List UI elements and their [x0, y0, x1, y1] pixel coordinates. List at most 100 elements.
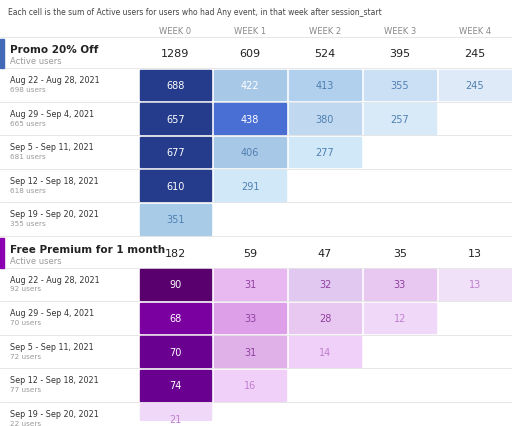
Text: Active users: Active users: [10, 57, 61, 66]
Text: 609: 609: [240, 49, 261, 59]
Text: 698 users: 698 users: [10, 87, 46, 93]
Text: 681 users: 681 users: [10, 154, 46, 160]
Text: 33: 33: [394, 280, 406, 290]
Bar: [215, 370, 286, 400]
Text: 22 users: 22 users: [10, 420, 41, 426]
Bar: [215, 303, 286, 334]
Text: Free Premium for 1 month: Free Premium for 1 month: [10, 245, 165, 254]
Text: 438: 438: [241, 114, 260, 124]
Text: Each cell is the sum of Active users for users who had Any event, in that week a: Each cell is the sum of Active users for…: [8, 8, 382, 17]
Text: Aug 22 - Aug 28, 2021: Aug 22 - Aug 28, 2021: [10, 275, 100, 284]
Bar: [289, 303, 361, 334]
Text: Aug 22 - Aug 28, 2021: Aug 22 - Aug 28, 2021: [10, 76, 100, 85]
Text: 68: 68: [169, 313, 182, 323]
Text: 90: 90: [169, 280, 182, 290]
Text: 33: 33: [244, 313, 257, 323]
Bar: [0, 40, 4, 69]
Bar: [0, 239, 4, 268]
Bar: [215, 70, 286, 101]
Text: WEEK 1: WEEK 1: [234, 26, 266, 36]
Bar: [289, 70, 361, 101]
Bar: [289, 270, 361, 300]
Text: Aug 29 - Sep 4, 2021: Aug 29 - Sep 4, 2021: [10, 109, 94, 118]
Text: Sep 19 - Sep 20, 2021: Sep 19 - Sep 20, 2021: [10, 210, 99, 219]
Text: Promo 20% Off: Promo 20% Off: [10, 45, 98, 55]
Text: WEEK 4: WEEK 4: [459, 26, 490, 36]
Text: 13: 13: [468, 280, 481, 290]
Text: 677: 677: [166, 148, 185, 158]
Text: 92 users: 92 users: [10, 286, 41, 292]
Text: Sep 19 - Sep 20, 2021: Sep 19 - Sep 20, 2021: [10, 409, 99, 418]
Text: 257: 257: [391, 114, 409, 124]
Text: 13: 13: [467, 248, 482, 258]
Text: 47: 47: [318, 248, 332, 258]
Text: 657: 657: [166, 114, 185, 124]
Bar: [215, 171, 286, 201]
Text: WEEK 2: WEEK 2: [309, 26, 341, 36]
Bar: [364, 104, 436, 135]
Bar: [364, 270, 436, 300]
Text: 422: 422: [241, 81, 260, 91]
Bar: [215, 104, 286, 135]
Text: 406: 406: [241, 148, 260, 158]
Bar: [289, 104, 361, 135]
Bar: [215, 138, 286, 168]
Text: 21: 21: [169, 414, 182, 424]
Text: 59: 59: [243, 248, 257, 258]
Text: 16: 16: [244, 380, 257, 390]
Text: 618 users: 618 users: [10, 187, 46, 193]
Text: 70 users: 70 users: [10, 319, 41, 325]
Text: Sep 12 - Sep 18, 2021: Sep 12 - Sep 18, 2021: [10, 375, 99, 384]
Text: 1289: 1289: [161, 49, 189, 59]
Text: 70: 70: [169, 347, 182, 357]
Bar: [139, 138, 211, 168]
Bar: [139, 70, 211, 101]
Bar: [439, 70, 510, 101]
Bar: [139, 270, 211, 300]
Bar: [139, 337, 211, 367]
Text: 182: 182: [165, 248, 186, 258]
Text: 31: 31: [244, 347, 257, 357]
Bar: [289, 138, 361, 168]
Text: 35: 35: [393, 248, 407, 258]
Text: Sep 12 - Sep 18, 2021: Sep 12 - Sep 18, 2021: [10, 176, 99, 185]
Text: 245: 245: [464, 49, 485, 59]
Text: 395: 395: [389, 49, 410, 59]
Bar: [139, 104, 211, 135]
Text: 12: 12: [394, 313, 406, 323]
Text: 32: 32: [319, 280, 331, 290]
Text: 28: 28: [319, 313, 331, 323]
Text: Sep 5 - Sep 11, 2021: Sep 5 - Sep 11, 2021: [10, 342, 94, 351]
Bar: [364, 70, 436, 101]
Text: WEEK 3: WEEK 3: [383, 26, 416, 36]
Text: 665 users: 665 users: [10, 120, 46, 126]
Bar: [139, 303, 211, 334]
Bar: [139, 403, 211, 426]
Text: 72 users: 72 users: [10, 353, 41, 359]
Bar: [215, 270, 286, 300]
Text: 351: 351: [166, 215, 185, 225]
Text: 688: 688: [166, 81, 185, 91]
Text: 355 users: 355 users: [10, 221, 46, 227]
Text: Active users: Active users: [10, 256, 61, 265]
Text: Aug 29 - Sep 4, 2021: Aug 29 - Sep 4, 2021: [10, 308, 94, 317]
Text: 14: 14: [319, 347, 331, 357]
Bar: [139, 370, 211, 400]
Text: 77 users: 77 users: [10, 386, 41, 392]
Text: 610: 610: [166, 181, 185, 191]
Text: 380: 380: [316, 114, 334, 124]
Bar: [364, 303, 436, 334]
Text: 245: 245: [465, 81, 484, 91]
Text: Sep 5 - Sep 11, 2021: Sep 5 - Sep 11, 2021: [10, 143, 94, 152]
Text: 413: 413: [316, 81, 334, 91]
Text: 277: 277: [315, 148, 334, 158]
Text: 291: 291: [241, 181, 260, 191]
Text: 355: 355: [391, 81, 409, 91]
Bar: [289, 337, 361, 367]
Bar: [439, 270, 510, 300]
Text: 74: 74: [169, 380, 182, 390]
Text: 524: 524: [314, 49, 336, 59]
Bar: [139, 171, 211, 201]
Bar: [215, 337, 286, 367]
Text: WEEK 0: WEEK 0: [159, 26, 191, 36]
